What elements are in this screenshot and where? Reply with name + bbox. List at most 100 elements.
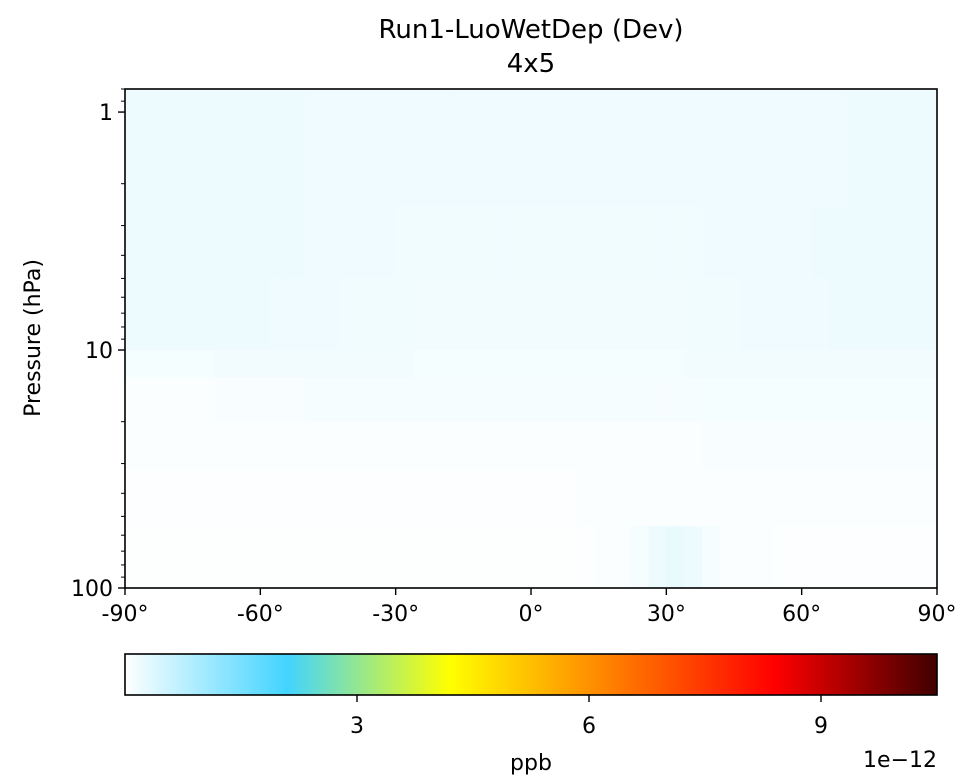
heatmap-cell — [558, 278, 577, 351]
heatmap-cell — [756, 470, 776, 527]
heatmap-cell — [630, 470, 649, 527]
heatmap-cell — [125, 278, 144, 351]
heatmap-cell — [503, 470, 523, 527]
heatmap-cell — [666, 377, 685, 423]
heatmap-cell — [810, 470, 830, 527]
heatmap-cell — [377, 377, 397, 423]
heatmap-cell — [630, 206, 649, 279]
heatmap-cell — [449, 421, 469, 471]
heatmap-cell — [864, 278, 884, 351]
heatmap-cell — [125, 89, 144, 208]
heatmap-cell — [648, 470, 667, 527]
heatmap-cell — [503, 278, 523, 351]
heatmap-cell — [431, 470, 451, 527]
heatmap-cell — [774, 526, 794, 589]
heatmap-cell — [233, 526, 252, 589]
heatmap-cell — [558, 526, 577, 589]
heatmap-cell — [413, 350, 433, 378]
heatmap-cell — [540, 350, 559, 378]
heatmap-cell — [720, 278, 740, 351]
heatmap-cell — [341, 89, 361, 208]
heatmap-cell — [846, 278, 866, 351]
heatmap-cell — [756, 421, 776, 471]
heatmap-cell — [702, 350, 722, 378]
heatmap-cell — [341, 206, 361, 279]
heatmap-cell — [630, 89, 649, 208]
heatmap-cell — [179, 350, 198, 378]
heatmap-cell — [197, 89, 216, 208]
heatmap-cell — [161, 421, 180, 471]
heatmap-cell — [413, 470, 433, 527]
heatmap-cell — [467, 421, 487, 471]
heatmap-cell — [594, 377, 613, 423]
heatmap-cell — [485, 470, 505, 527]
heatmap-cell — [702, 89, 722, 208]
heatmap-cell — [215, 350, 234, 378]
chart-title: Run1-LuoWetDep (Dev) — [378, 15, 683, 45]
heatmap-cell — [449, 206, 469, 279]
heatmap-cell — [738, 470, 758, 527]
heatmap-cell — [720, 377, 740, 423]
x-tick-label: -90° — [102, 602, 149, 627]
heatmap-cell — [558, 421, 577, 471]
heatmap-cell — [846, 206, 866, 279]
heatmap-cell — [648, 421, 667, 471]
heatmap-cell — [846, 526, 866, 589]
heatmap-cell — [864, 206, 884, 279]
heatmap-cell — [161, 278, 180, 351]
heatmap-cell — [828, 470, 848, 527]
heatmap-cell — [359, 278, 379, 351]
heatmap-cell — [864, 421, 884, 471]
heatmap-cell — [521, 377, 541, 423]
heatmap-cell — [125, 206, 144, 279]
heatmap-cell — [720, 206, 740, 279]
heatmap-cell — [377, 526, 397, 589]
heatmap-cell — [576, 350, 595, 378]
heatmap-cell — [756, 350, 776, 378]
heatmap-cell — [467, 350, 487, 378]
heatmap-cell — [774, 278, 794, 351]
heatmap-cell — [341, 526, 361, 589]
heatmap-cell — [125, 421, 144, 471]
heatmap-cell — [666, 526, 685, 589]
heatmap-cell — [431, 206, 451, 279]
heatmap-cell — [197, 350, 216, 378]
heatmap-cell — [648, 89, 667, 208]
heatmap-cell — [792, 421, 812, 471]
heatmap-cell — [702, 470, 722, 527]
heatmap-cell — [828, 377, 848, 423]
heatmap-cell — [684, 350, 704, 378]
heatmap-cell — [630, 526, 649, 589]
heatmap-cell — [395, 89, 415, 208]
heatmap-cell — [269, 278, 288, 351]
heatmap-cell — [810, 89, 830, 208]
heatmap-cell — [179, 421, 198, 471]
heatmap-cell — [684, 526, 704, 589]
heatmap-cell — [269, 421, 288, 471]
heatmap-cell — [143, 470, 162, 527]
heatmap-cell — [918, 89, 938, 208]
heatmap-cell — [233, 377, 252, 423]
heatmap-cell — [287, 470, 307, 527]
heatmap-cell — [630, 278, 649, 351]
heatmap-cell — [558, 470, 577, 527]
heatmap-cell — [792, 278, 812, 351]
heatmap-cell — [449, 377, 469, 423]
y-axis-label: Pressure (hPa) — [21, 259, 46, 417]
heatmap-cell — [269, 377, 288, 423]
heatmap-cell — [503, 350, 523, 378]
heatmap-cell — [576, 526, 595, 589]
heatmap-cell — [449, 89, 469, 208]
heatmap-cell — [612, 470, 631, 527]
heatmap-cell — [846, 421, 866, 471]
heatmap-cell — [738, 278, 758, 351]
heatmap-cell — [251, 470, 270, 527]
heatmap-cell — [594, 470, 613, 527]
heatmap-cell — [900, 278, 920, 351]
heatmap-cell — [269, 350, 288, 378]
heatmap-cell — [413, 526, 433, 589]
heatmap-cell — [630, 421, 649, 471]
heatmap-cell — [702, 526, 722, 589]
heatmap-cell — [594, 526, 613, 589]
